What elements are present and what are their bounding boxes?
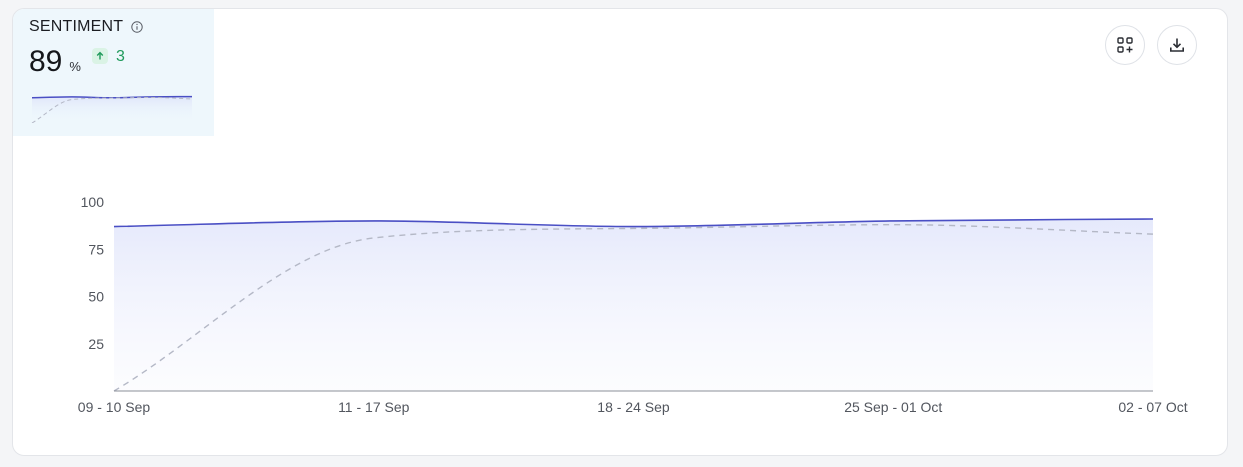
series-line xyxy=(113,223,1154,392)
info-icon[interactable] xyxy=(131,21,143,33)
x-tick-label: 18 - 24 Sep xyxy=(597,399,670,415)
metric-unit: % xyxy=(69,59,81,74)
x-tick-label: 25 Sep - 01 Oct xyxy=(844,399,942,415)
y-axis: 25 50 75 100 xyxy=(81,194,105,352)
y-tick-label: 25 xyxy=(88,336,104,352)
sparkline-line xyxy=(31,96,193,123)
series-area xyxy=(114,219,1153,391)
x-tick-label: 09 - 10 Sep xyxy=(78,399,151,415)
arrow-up-icon xyxy=(91,48,108,64)
x-axis: 09 - 10 Sep 11 - 17 Sep 18 - 24 Sep 25 Sep … xyxy=(78,399,1188,415)
series-line xyxy=(113,218,1154,228)
sparkline-area xyxy=(32,96,192,123)
sentiment-chart: 25 50 75 100 09 - 10 Sep 11 - 17 Sep 18 - 24 … xyxy=(78,194,1188,415)
y-tick-label: 50 xyxy=(88,289,104,305)
sparkline xyxy=(31,95,193,123)
x-tick-label: 02 - 07 Oct xyxy=(1118,399,1187,415)
add-widget-button[interactable] xyxy=(1105,25,1145,65)
y-tick-label: 100 xyxy=(81,194,105,210)
add-widget-icon xyxy=(1117,37,1133,53)
metric-tile[interactable]: SENTIMENT 89 % 3 xyxy=(13,9,214,136)
x-tick-label: 11 - 17 Sep xyxy=(338,399,410,415)
delta-value: 3 xyxy=(115,48,125,65)
plot-area xyxy=(113,218,1154,392)
sentiment-card: 25 50 75 100 09 - 10 Sep 11 - 17 Sep 18 - 24 … xyxy=(12,8,1228,456)
download-button[interactable] xyxy=(1157,25,1197,65)
metric-title: SENTIMENT xyxy=(29,18,124,35)
y-tick-label: 75 xyxy=(88,241,104,257)
download-icon xyxy=(1169,38,1184,52)
metric-value: 89 xyxy=(29,45,63,78)
